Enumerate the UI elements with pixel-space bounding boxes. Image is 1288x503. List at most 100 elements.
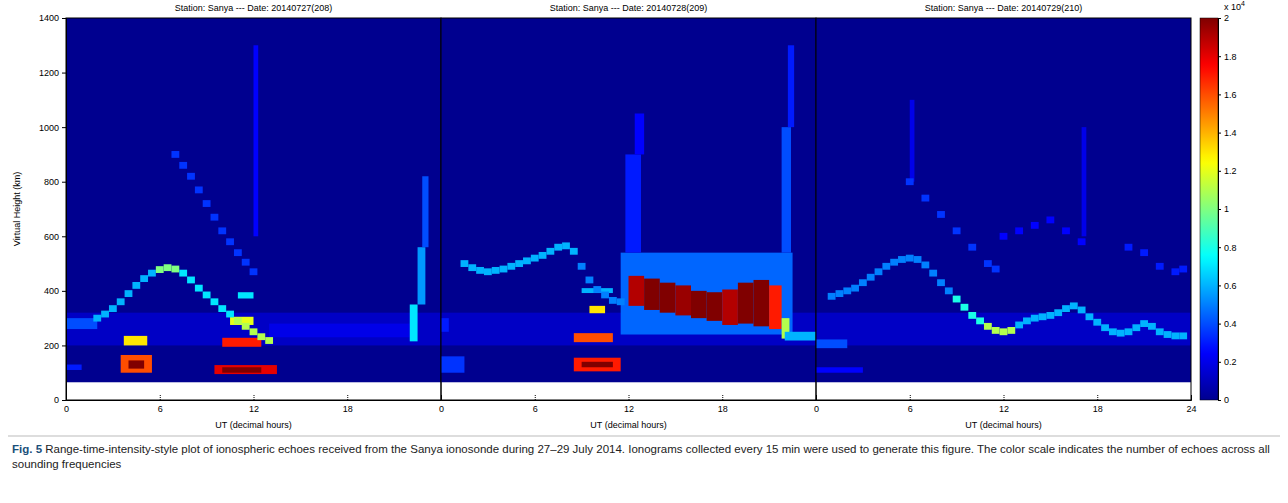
echo-trace-cell — [968, 312, 976, 319]
heatmap-cell — [816, 313, 1191, 346]
echo-trace-cell — [906, 255, 914, 262]
y-axis-title: Virtual Height (km) — [12, 172, 22, 246]
heatmap-cell — [238, 292, 254, 298]
echo-trace-cell — [531, 255, 539, 262]
x-tick: 12 — [624, 395, 634, 414]
echo-trace-cell — [1156, 328, 1164, 335]
y-tick: 1200 — [39, 68, 66, 78]
colorbar-tick: 1.8 — [1218, 52, 1237, 62]
echo-trace-cell — [234, 249, 242, 256]
colorbar-tick: 0 — [1218, 395, 1229, 405]
echo-trace-cell — [476, 267, 484, 274]
axis-line — [62, 19, 67, 401]
echo-trace-cell — [1125, 244, 1133, 251]
no-echo-background — [66, 18, 441, 382]
x-tick: 0 — [439, 395, 444, 414]
echo-trace-cell — [1086, 313, 1094, 320]
echo-trace-cell — [1140, 320, 1148, 327]
echo-trace-cell — [1007, 327, 1015, 334]
heatmap-cell — [574, 358, 621, 372]
x-tick-mark — [722, 395, 723, 400]
echo-trace-cell — [984, 323, 992, 330]
y-axis: 0200400600800100012001400 — [39, 13, 67, 405]
panel-title: Station: Sanya --- Date: 20140728(209) — [550, 3, 708, 13]
heatmap-cell — [691, 291, 707, 318]
x-tick: 24 — [1186, 395, 1196, 414]
x-tick-label: 12 — [999, 404, 1009, 414]
x-axis: 061218 — [439, 395, 817, 414]
axis-line — [817, 395, 1192, 401]
heatmap-cell — [582, 362, 613, 367]
echo-trace-cell — [156, 266, 164, 273]
plot-area — [66, 18, 441, 382]
no-echo-background — [816, 18, 1191, 382]
heatmap-cell — [625, 154, 641, 252]
x-tick-label: 0 — [439, 404, 444, 414]
y-tick-mark — [62, 73, 66, 74]
echo-trace-cell — [1078, 307, 1086, 314]
echo-trace-cell — [187, 277, 195, 284]
echo-trace-cell — [906, 178, 914, 185]
echo-trace-cell — [1078, 238, 1086, 245]
echo-trace-cell — [570, 248, 578, 255]
panel-frame — [66, 18, 441, 400]
echo-trace-cell — [1031, 222, 1039, 229]
y-tick-label: 1400 — [39, 13, 59, 23]
colorbar-tick: 0.4 — [1218, 319, 1237, 329]
echo-trace-cell — [125, 290, 133, 297]
echo-trace-cell — [882, 263, 890, 270]
echo-trace-cell — [257, 333, 265, 340]
echo-trace-cell — [164, 264, 172, 271]
heatmap-cell — [635, 114, 644, 155]
y-tick-label: 0 — [54, 395, 59, 405]
x-tick-mark — [535, 395, 536, 400]
heatmap-cell — [629, 276, 645, 306]
heatmap-cell — [644, 279, 660, 310]
heatmap-cell — [782, 127, 791, 253]
x-tick-mark — [1191, 395, 1192, 400]
heatmap-cell — [574, 333, 613, 342]
colorbar-tick-label: 1.2 — [1224, 166, 1237, 176]
heatmap-cell — [788, 45, 794, 127]
colorbar-tick-label: 1.8 — [1224, 52, 1237, 62]
echo-trace-cell — [461, 260, 469, 267]
heatmap-cell — [222, 338, 261, 347]
panel-title: Station: Sanya --- Date: 20140729(210) — [925, 3, 1083, 13]
heatmap-cell — [129, 360, 145, 368]
x-axis-title: UT (decimal hours) — [965, 420, 1041, 430]
echo-trace-cell — [218, 305, 226, 312]
colorbar-tick-mark — [1218, 324, 1221, 325]
echo-trace-cell — [179, 162, 187, 169]
echo-trace-cell — [484, 268, 492, 275]
heatmap-cell — [124, 336, 147, 346]
echo-trace-cell — [976, 317, 984, 324]
plot-area — [441, 18, 816, 382]
echo-trace-cell — [148, 270, 156, 277]
heatmap-cell — [66, 365, 82, 370]
echo-trace-cell — [875, 268, 883, 275]
heatmap-cell — [910, 100, 915, 182]
echo-trace-cell — [234, 317, 242, 324]
echo-trace-cell — [984, 260, 992, 267]
echo-trace-cell — [1125, 328, 1133, 335]
x-tick-label: 18 — [343, 404, 353, 414]
echo-trace-cell — [1179, 332, 1187, 339]
y-tick-mark — [62, 400, 66, 401]
echo-trace-cell — [226, 238, 234, 245]
axis-line — [1219, 19, 1222, 401]
y-tick-label: 1000 — [39, 123, 59, 133]
y-tick-mark — [62, 236, 66, 237]
echo-trace-cell — [1179, 266, 1187, 273]
heatmap-cell — [707, 292, 723, 321]
heatmap-cell — [254, 45, 259, 236]
heatmap-cell — [675, 285, 691, 315]
echo-trace-cell — [140, 275, 148, 282]
heatmap-cell — [441, 356, 464, 372]
colorbar — [1200, 18, 1218, 400]
echo-trace-cell — [1023, 317, 1031, 324]
panel-frame — [441, 18, 816, 400]
x-tick-mark — [629, 395, 630, 400]
echo-trace-cell — [539, 252, 547, 259]
echo-trace-cell — [937, 279, 945, 286]
no-echo-background — [441, 18, 816, 382]
